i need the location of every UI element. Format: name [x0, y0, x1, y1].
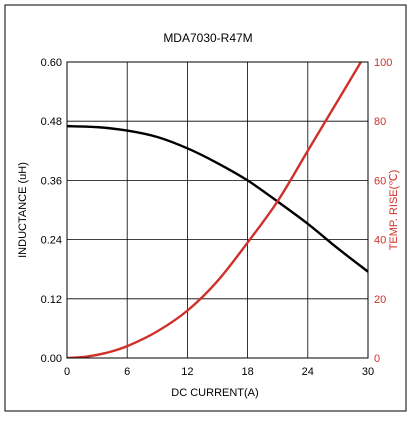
x-tick-label: 24: [302, 366, 314, 378]
y-axis-right-label: TEMP. RISE(℃): [388, 170, 400, 251]
ticks-group: 0 6 12 18 24 30 0.00 0.12 0.24 0.36 0.48 0.60 0 20 40 6…: [41, 57, 393, 378]
y-right-tick-label: 60: [374, 175, 386, 187]
y-left-tick-label: 0.36: [41, 175, 62, 187]
x-tick-label: 6: [124, 366, 130, 378]
y-left-tick-label: 0.00: [41, 353, 62, 365]
y-left-tick-label: 0.12: [41, 294, 62, 306]
inductance-line: [67, 124, 368, 273]
y-right-tick-label: 80: [374, 116, 386, 128]
y-right-tick-label: 100: [374, 57, 392, 69]
y-left-tick-label: 0.60: [41, 57, 62, 69]
x-tick-label: 12: [181, 366, 193, 378]
chart-title: MDA7030-R47M: [163, 31, 252, 45]
grid: [67, 62, 368, 358]
temp-rise-line: [67, 62, 363, 358]
y-left-tick-label: 0.24: [41, 235, 62, 247]
y-left-tick-label: 0.48: [41, 116, 62, 128]
y-right-tick-label: 0: [374, 353, 380, 365]
chart-frame: [4, 4, 407, 412]
x-axis-label: DC CURRENT(A): [171, 387, 258, 399]
x-tick-label: 30: [362, 366, 374, 378]
plot-border: [66, 61, 369, 359]
y-right-tick-label: 40: [374, 235, 386, 247]
y-right-tick-label: 20: [374, 294, 386, 306]
y-axis-left-label: INDUCTANCE (uH): [17, 162, 29, 258]
x-tick-label: 0: [64, 366, 70, 378]
series-group: [67, 62, 368, 358]
x-tick-label: 18: [241, 366, 253, 378]
